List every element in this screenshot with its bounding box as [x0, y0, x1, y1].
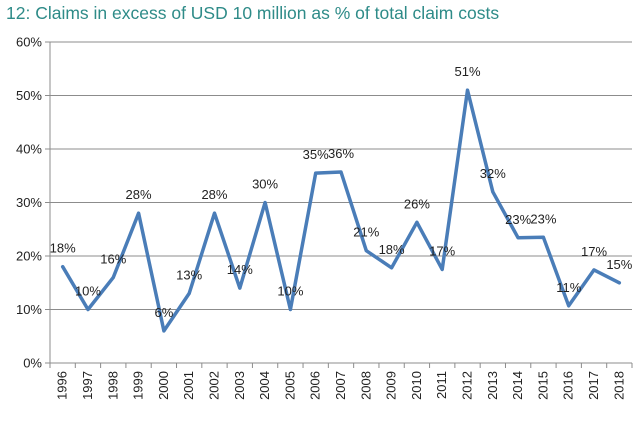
data-label: 35%: [303, 147, 329, 162]
data-label: 28%: [126, 187, 152, 202]
data-label: 16%: [100, 251, 126, 266]
data-label: 23%: [505, 212, 531, 227]
x-tick-label: 2008: [358, 371, 373, 400]
x-tick-label: 2015: [535, 371, 550, 400]
x-tick-label: 2011: [434, 371, 449, 399]
data-point: [187, 291, 191, 295]
data-point: [415, 220, 419, 224]
x-tick-label: 2018: [611, 371, 626, 400]
y-tick-label: 20%: [16, 249, 42, 264]
data-point: [288, 308, 292, 311]
y-tick-label: 40%: [16, 142, 42, 157]
data-label: 14%: [227, 262, 253, 277]
data-label: 26%: [404, 196, 430, 211]
y-tick-label: 50%: [16, 88, 42, 103]
data-point: [111, 275, 115, 279]
data-label: 21%: [353, 225, 379, 240]
data-point: [137, 211, 141, 215]
x-tick-label: 2005: [282, 371, 297, 400]
x-tick-label: 2001: [181, 371, 196, 400]
data-point: [86, 308, 90, 311]
y-tick-label: 30%: [16, 195, 42, 210]
data-point: [440, 267, 444, 271]
data-label: 51%: [455, 64, 481, 79]
x-tick-label: 2004: [257, 371, 272, 400]
x-tick-label: 2009: [384, 371, 399, 400]
x-tick-label: 2012: [460, 371, 475, 400]
data-label: 10%: [75, 284, 101, 299]
data-label: 15%: [606, 257, 632, 272]
data-point: [541, 235, 545, 239]
data-point: [212, 211, 216, 215]
x-tick-label: 2000: [156, 371, 171, 400]
data-point: [162, 329, 166, 333]
x-tick-label: 1998: [105, 371, 120, 400]
data-point: [263, 201, 267, 204]
data-point: [390, 266, 394, 270]
data-label: 17%: [429, 243, 455, 258]
data-point: [516, 236, 520, 240]
data-label: 13%: [176, 267, 202, 282]
x-tick-label: 2013: [485, 371, 500, 400]
x-tick-label: 1997: [80, 371, 95, 400]
data-label: 17%: [581, 244, 607, 259]
data-point: [466, 88, 470, 92]
x-tick-label: 2017: [586, 371, 601, 400]
y-tick-label: 10%: [16, 302, 42, 317]
data-label: 28%: [201, 187, 227, 202]
x-tick-label: 2010: [409, 371, 424, 400]
x-tick-label: 2007: [333, 371, 348, 400]
data-label: 30%: [252, 177, 278, 192]
y-tick-label: 0%: [23, 356, 42, 371]
x-tick-label: 1999: [131, 371, 146, 400]
data-label: 10%: [277, 284, 303, 299]
x-tick-label: 2006: [308, 371, 323, 400]
data-point: [491, 190, 495, 194]
data-point: [364, 249, 368, 253]
x-tick-label: 2002: [206, 371, 221, 400]
y-tick-label: 60%: [16, 35, 42, 50]
x-tick-label: 2014: [510, 371, 525, 400]
data-label: 23%: [530, 211, 556, 226]
data-point: [339, 170, 343, 174]
data-point: [592, 268, 596, 272]
x-tick-label: 2003: [232, 371, 247, 400]
x-tick-label: 1996: [55, 371, 70, 400]
x-tick-label: 2016: [561, 371, 576, 400]
chart-title: 12: Claims in excess of USD 10 million a…: [6, 3, 500, 23]
data-label: 18%: [50, 241, 76, 256]
data-point: [314, 171, 318, 175]
data-label: 6%: [154, 305, 173, 320]
data-label: 11%: [556, 280, 581, 295]
data-point: [617, 281, 621, 285]
data-label: 36%: [328, 146, 354, 161]
data-point: [61, 265, 65, 269]
data-label: 18%: [379, 242, 405, 257]
data-point: [238, 286, 242, 290]
data-point: [567, 304, 571, 308]
data-label: 32%: [480, 166, 506, 181]
